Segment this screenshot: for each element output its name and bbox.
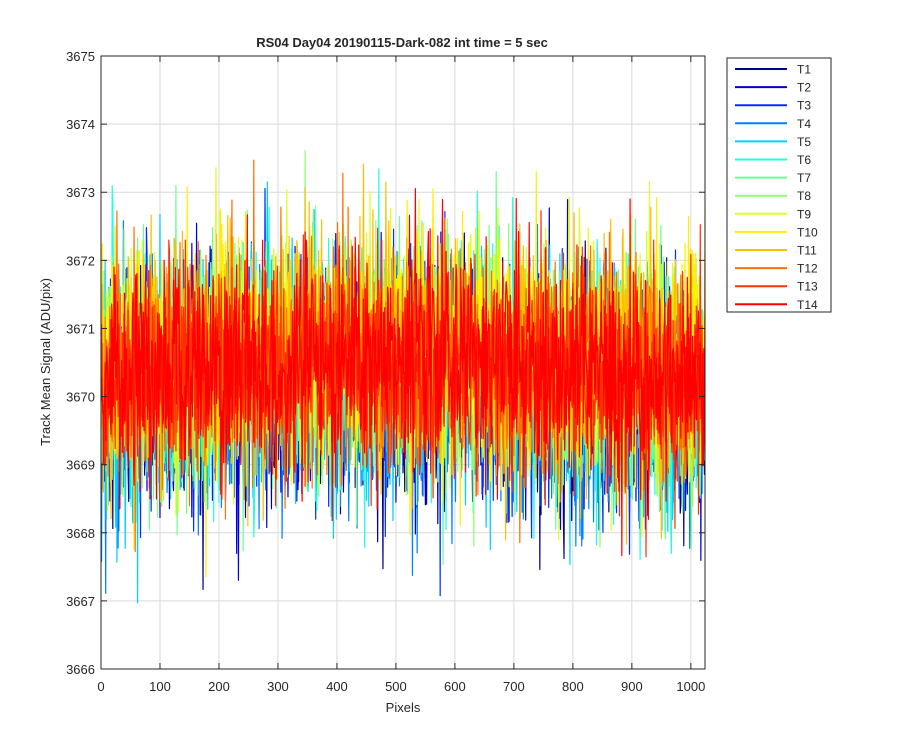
legend-entry: T6 [735,153,811,167]
y-tick-label: 3668 [66,526,95,541]
legend-entry: T10 [735,225,818,239]
legend-label: T1 [797,63,811,77]
y-tick-label: 3672 [66,253,95,268]
y-tick-label: 3666 [66,662,95,677]
legend-label: T4 [797,117,811,131]
legend-label: T7 [797,171,811,185]
legend-entry: T4 [735,117,811,131]
x-axis-label: Pixels [386,700,421,715]
y-tick-label: 3671 [66,321,95,336]
x-tick-label: 600 [444,679,466,694]
y-tick-label: 3673 [66,185,95,200]
x-tick-label: 100 [149,679,171,694]
axes-frame [100,55,706,670]
legend-entry: T7 [735,171,811,185]
legend-label: T2 [797,81,811,95]
chart-title: RS04 Day04 20190115-Dark-082 int time = … [256,35,548,50]
x-tick-label: 0 [97,679,104,694]
y-tick-label: 3670 [66,390,95,405]
legend-entry: T3 [735,99,811,113]
legend-entry: T2 [735,81,811,95]
legend-items: T1 T2 T3 T4 T5 T6 T7 T8 T9 T10 T11 T12 T13 T14 [735,63,818,312]
plot-area [101,150,705,604]
x-tick-label: 1000 [676,679,705,694]
legend-entry: T11 [735,244,817,258]
x-tick-label: 300 [267,679,289,694]
y-tick-label: 3669 [66,458,95,473]
legend-label: T6 [797,153,811,167]
legend-entry: T8 [735,189,811,203]
ticks: 0 100 200 300 400 500 600 700 800 900 1000 3666 3667… [66,49,705,694]
y-tick-label: 3667 [66,594,95,609]
legend-label: T9 [797,207,811,221]
x-tick-label: 400 [326,679,348,694]
legend-label: T12 [797,262,818,276]
legend-label: T3 [797,99,811,113]
legend: T1 T2 T3 T4 T5 T6 T7 T8 T9 T10 T11 T12 T13 T14 [726,57,832,313]
x-tick-label: 500 [385,679,407,694]
series-line-t14 [101,188,705,557]
y-tick-label: 3674 [66,117,95,132]
legend-label: T10 [797,225,818,239]
legend-entry: T5 [735,135,811,149]
y-tick-label: 3675 [66,49,95,64]
legend-label: T11 [797,244,817,258]
legend-entry: T1 [735,63,811,77]
legend-box [726,57,832,313]
legend-entry: T14 [735,298,818,312]
legend-label: T13 [797,280,818,294]
legend-label: T8 [797,189,811,203]
legend-entry: T13 [735,280,818,294]
x-tick-label: 800 [562,679,584,694]
legend-entry: T12 [735,262,818,276]
x-tick-label: 900 [621,679,643,694]
legend-entry: T9 [735,207,811,221]
y-axis-label: Track Mean Signal (ADU/pix) [38,278,53,446]
legend-label: T5 [797,135,811,149]
legend-label: T14 [797,298,818,312]
series-layer [101,150,705,604]
x-tick-label: 700 [503,679,525,694]
x-tick-label: 200 [208,679,230,694]
